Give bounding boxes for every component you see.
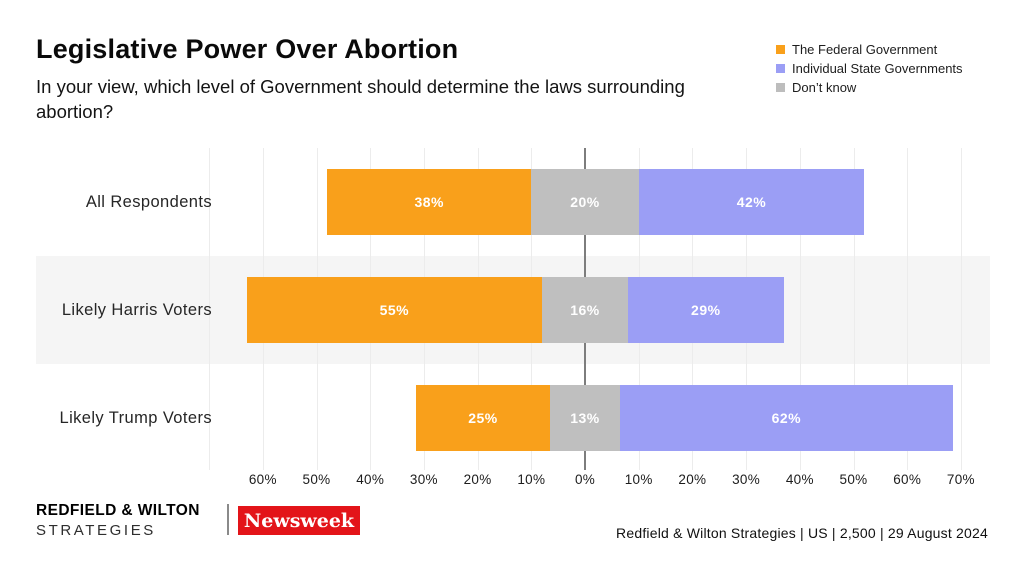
redfield-wilton-logo: REDFIELD & WILTON STRATEGIES bbox=[36, 502, 200, 539]
page-subtitle: In your view, which level of Government … bbox=[36, 76, 685, 122]
bar-value-label: 38% bbox=[414, 194, 445, 210]
bar-segment-dont-know: 13% bbox=[550, 385, 620, 451]
axis-tick-label: 10% bbox=[517, 472, 546, 487]
newsweek-logo: Newsweek bbox=[238, 506, 360, 535]
legend-label: Don’t know bbox=[792, 80, 857, 95]
bar-segment-federal: 25% bbox=[415, 385, 551, 451]
logo-divider bbox=[227, 504, 229, 535]
legend-item: Don’t know bbox=[776, 80, 963, 95]
bar-segment-state: 62% bbox=[619, 385, 953, 451]
bar-segment-dont-know: 16% bbox=[542, 277, 628, 343]
axis-tick-label: 40% bbox=[356, 472, 385, 487]
axis-tick-label: 40% bbox=[785, 472, 814, 487]
legend-swatch-icon bbox=[776, 64, 785, 73]
bar-segment-state: 42% bbox=[638, 169, 865, 235]
bar-segment-federal: 55% bbox=[246, 277, 543, 343]
gridline bbox=[209, 148, 211, 470]
legend-swatch-icon bbox=[776, 83, 785, 92]
bar-segment-state: 29% bbox=[627, 277, 784, 343]
bar-segment-dont-know: 20% bbox=[531, 169, 639, 235]
axis-tick-label: 70% bbox=[946, 472, 975, 487]
legend-item: Individual State Governments bbox=[776, 61, 963, 76]
gridline bbox=[960, 148, 962, 470]
axis-tick-label: 20% bbox=[678, 472, 707, 487]
axis-tick-label: 30% bbox=[732, 472, 761, 487]
bar-value-label: 25% bbox=[468, 410, 498, 426]
legend: The Federal Government Individual State G… bbox=[776, 42, 963, 95]
page-title: Legislative Power Over Abortion bbox=[36, 34, 459, 64]
category-label: All Respondents bbox=[85, 192, 212, 211]
legend-label: Individual State Governments bbox=[792, 61, 963, 76]
bar-value-label: 13% bbox=[570, 410, 600, 426]
newsweek-logo-text: Newsweek bbox=[243, 509, 355, 532]
brand-name: REDFIELD & WILTON bbox=[36, 502, 200, 519]
legend-item: The Federal Government bbox=[776, 42, 963, 57]
bar-value-label: 16% bbox=[570, 302, 600, 318]
axis-tick-label: 50% bbox=[839, 472, 868, 487]
axis-tick-label: 60% bbox=[893, 472, 922, 487]
brand-subname: STRATEGIES bbox=[36, 522, 156, 539]
bar-value-label: 20% bbox=[570, 194, 600, 210]
axis-tick-label: 30% bbox=[409, 472, 438, 487]
axis-tick-label: 50% bbox=[302, 472, 331, 487]
bar-value-label: 55% bbox=[379, 302, 410, 318]
bar-segment-federal: 38% bbox=[327, 169, 532, 235]
gridline bbox=[853, 148, 855, 470]
axis-tick-label: 60% bbox=[248, 472, 277, 487]
legend-swatch-icon bbox=[776, 45, 785, 54]
axis-tick-label: 10% bbox=[624, 472, 653, 487]
bar-value-label: 62% bbox=[771, 410, 802, 426]
bar-value-label: 42% bbox=[736, 194, 767, 210]
axis-tick-label: 20% bbox=[463, 472, 492, 487]
bar-value-label: 29% bbox=[691, 302, 721, 318]
axis-tick-label: 0% bbox=[574, 472, 596, 487]
legend-label: The Federal Government bbox=[792, 42, 938, 57]
category-label: Likely Harris Voters bbox=[61, 300, 212, 319]
gridline bbox=[799, 148, 801, 470]
gridline bbox=[907, 148, 909, 470]
source-caption: Redfield & Wilton Strategies | US | 2,50… bbox=[616, 525, 988, 541]
category-label: Likely Trump Voters bbox=[59, 408, 212, 427]
